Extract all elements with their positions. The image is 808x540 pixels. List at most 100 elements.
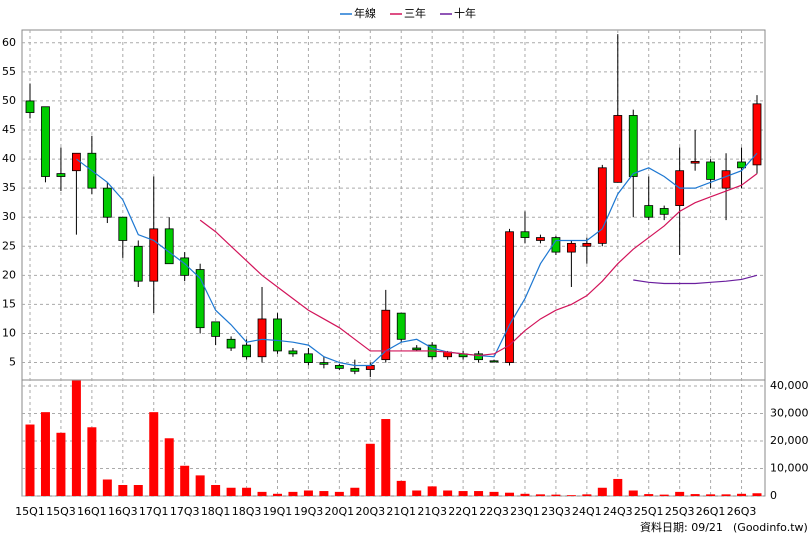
candle-body [520,231,530,238]
plot-frame [21,29,766,497]
y2-tick-label: 40,000 [770,379,808,392]
volume-bar [257,491,267,496]
candle-body [211,321,221,337]
volume-bar [566,495,576,496]
candle-body [72,152,81,172]
x-tick-label: 16Q1 [77,505,107,518]
volume-bar [288,491,298,496]
volume-bar [164,438,174,496]
volume-bar [211,485,221,496]
volume-bar [396,480,406,496]
volume-bar [489,491,499,496]
candle-body [164,228,174,265]
candle-body [180,257,190,276]
candle-body [628,115,638,177]
volume-bar [520,493,530,496]
candle-body [365,365,375,370]
volume-bar [613,478,623,496]
volume-bar [535,494,545,496]
candle-body [737,161,746,169]
footnote: 資料日期: 09/21 [640,520,723,534]
volume-bar [412,490,422,496]
x-tick-label: 17Q3 [170,505,200,518]
volume-bar [195,475,205,496]
candle-body [721,170,731,189]
volume-bar [443,490,453,496]
volume-bar [737,493,747,496]
volume-bar [149,412,159,496]
y2-tick-label: 20,000 [770,434,808,447]
candle-body [304,353,313,363]
volume-bar [505,492,515,496]
volume-bar [365,443,375,496]
candle-body [25,100,35,113]
y-tick-label: 35 [2,181,16,194]
ma-line [76,152,758,367]
x-tick-label: 19Q1 [263,505,293,518]
candle-body [505,231,514,363]
volume-bar [350,487,360,496]
candle-body [644,205,654,218]
y2-tick-label: 10,000 [770,462,808,475]
candle-body [566,242,576,253]
candle-body [273,318,282,352]
candle-body [381,309,391,361]
candle-body [752,103,762,166]
candle-body [257,318,267,358]
y2-tick-label: 0 [770,489,777,502]
volume-bar [628,490,638,496]
x-tick-label: 16Q3 [108,505,138,518]
candle-body [613,115,623,183]
candle-body [489,360,499,363]
x-tick-label: 18Q1 [201,505,231,518]
candle-body [396,312,406,340]
source: (Goodinfo.tw) [733,521,808,534]
candle-body [706,161,715,180]
x-tick-label: 22Q1 [448,505,478,518]
volume-bar [334,491,344,496]
volume-bar [40,412,50,496]
volume-bar [721,494,731,496]
volume-bar [427,486,437,496]
volume-bar [474,491,484,496]
legend-label: 三年 [404,6,426,20]
volume-bar [25,424,35,496]
volume-bar [180,465,190,496]
candle-body [118,216,128,241]
candle-body [195,269,205,329]
y-tick-label: 60 [2,36,16,49]
volume-bar [226,487,236,496]
candle-body [690,160,700,164]
x-tick-label: 18Q3 [232,505,262,518]
candle-body [226,338,236,349]
x-tick-label: 15Q3 [46,505,76,518]
x-tick-label: 25Q3 [665,505,695,518]
candle-body [41,106,50,177]
y-tick-label: 10 [2,326,16,339]
volume-bar [118,485,128,496]
volume-bar [690,494,700,496]
y-tick-label: 25 [2,239,16,252]
y-tick-label: 30 [2,210,16,223]
volume-bar [272,493,282,496]
candle-body [334,365,344,369]
volume-bar [102,479,112,496]
legend-label: 十年 [454,6,476,20]
candle-body [242,344,251,358]
candle-body [659,208,669,215]
volume-bar [752,493,762,496]
legend-label: 年線 [354,6,376,20]
candle-body [474,353,483,361]
volume-bar [597,487,607,496]
volume-bar [87,427,97,496]
x-tick-label: 26Q3 [727,505,757,518]
y-tick-label: 15 [2,297,16,310]
candle-body [319,362,329,365]
y-tick-label: 55 [2,65,16,78]
candle-body [288,350,298,355]
volume-bar [242,487,252,496]
x-tick-label: 25Q1 [634,505,664,518]
candle-body [582,242,592,247]
volume-bar [706,494,716,496]
volume-bar [303,490,313,496]
